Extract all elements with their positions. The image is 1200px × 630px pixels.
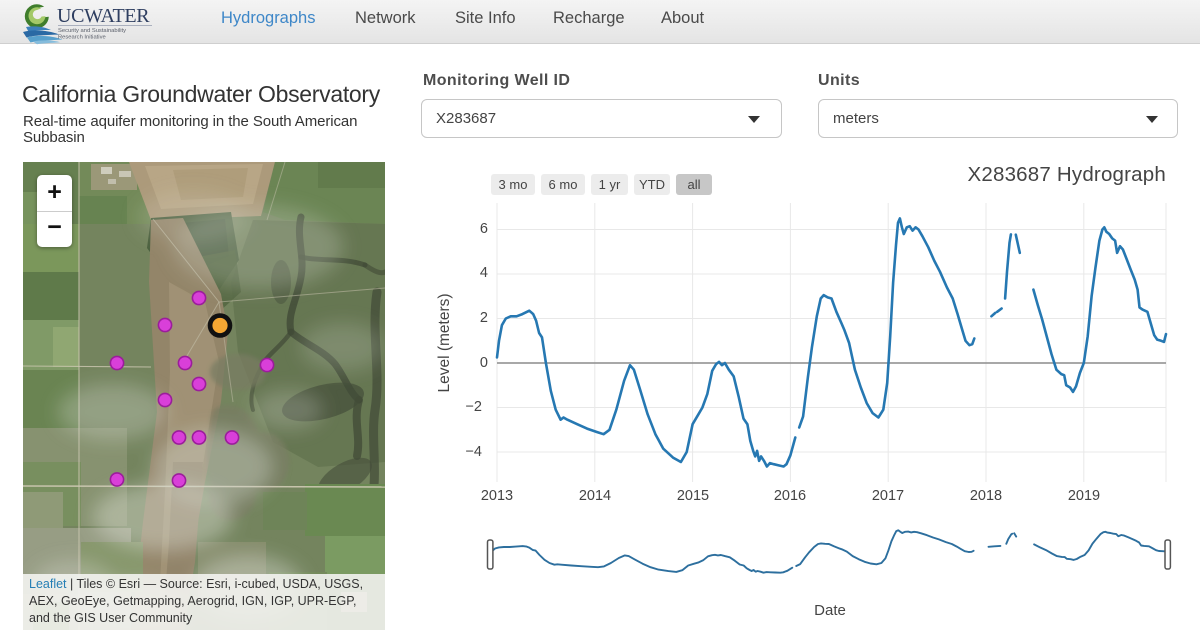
svg-text:UCWATER: UCWATER (57, 5, 150, 27)
svg-text:Research Initiative: Research Initiative (58, 35, 106, 41)
svg-text:Security and Sustainability: Security and Sustainability (58, 28, 126, 34)
